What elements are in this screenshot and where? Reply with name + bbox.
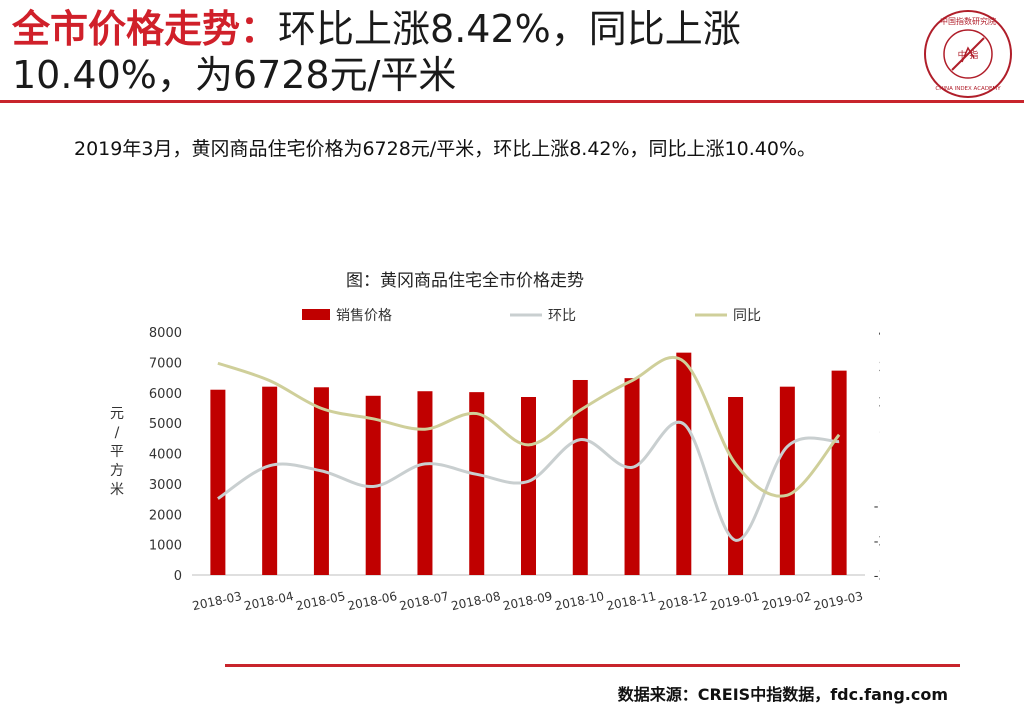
y-right-tick-label: 10: [878, 430, 880, 445]
title-divider: [0, 100, 1024, 103]
y-axis-title-char: 方: [110, 463, 124, 479]
price-bar: [831, 370, 847, 575]
logo-center-chars: 中 指: [958, 49, 979, 61]
y-right-tick-label: -30: [874, 569, 880, 584]
y-tick-label: 7000: [149, 356, 182, 371]
y-tick-label: 5000: [149, 417, 182, 432]
legend-swatch-price: [302, 309, 330, 320]
x-tick-label: 2019-02: [761, 589, 813, 613]
summary-text: 2019年3月，黄冈商品住宅价格为6728元/平米，环比上涨8.42%，同比上涨…: [74, 138, 817, 160]
price-bar: [210, 389, 226, 575]
data-source: 数据来源：CREIS中指数据，fdc.fang.com: [617, 685, 948, 704]
y-tick-label: 1000: [149, 539, 182, 554]
price-bar: [262, 386, 278, 575]
x-tick-label: 2018-06: [346, 589, 398, 613]
y-tick-label: 3000: [149, 478, 182, 493]
price-bar: [521, 397, 536, 575]
y-right-tick-label: 20: [878, 395, 880, 410]
price-bar: [779, 386, 795, 575]
logo-text-top: 中国指数研究院: [940, 16, 996, 26]
legend-label: 同比: [733, 308, 761, 324]
y-right-tick-label: 40: [878, 326, 880, 341]
y-axis-title-char: 平: [110, 444, 124, 460]
legend-label: 销售价格: [336, 308, 392, 324]
x-tick-label: 2019-01: [709, 589, 761, 613]
x-tick-label: 2018-08: [450, 589, 502, 613]
price-bar: [728, 397, 744, 575]
china-index-academy-logo: 中国指数研究院 CHINA INDEX ACADEMY 中 指: [924, 10, 1012, 98]
mom-line: [217, 420, 840, 542]
x-tick-label: 2018-09: [502, 589, 554, 613]
y-right-tick-label: -10: [874, 500, 880, 515]
price-bar: [417, 391, 433, 575]
x-tick-label: 2018-12: [657, 589, 709, 613]
axis-labels: 0 1000 2000 3000 4000 5000 6000 7000 8000 -30 -20 -…: [110, 326, 880, 613]
y-tick-label: 8000: [149, 326, 182, 341]
chart-title: 图：黄冈商品住宅全市价格走势: [346, 271, 584, 291]
footer-divider: [225, 664, 960, 667]
y-tick-label: 6000: [149, 387, 182, 402]
x-tick-label: 2019-03: [812, 589, 864, 613]
y-axis-title-char: 米: [110, 482, 124, 498]
y-tick-label: 4000: [149, 448, 182, 463]
price-bar: [469, 392, 485, 575]
chart-legend: 销售价格 环比 同比: [302, 308, 761, 324]
x-tick-label: 2018-11: [605, 589, 657, 613]
price-bar: [572, 379, 588, 575]
logo-text-bottom: CHINA INDEX ACADEMY: [935, 86, 1001, 92]
price-bar: [676, 352, 692, 575]
y-tick-label: 2000: [149, 508, 182, 523]
title-highlight: 全市价格走势：: [12, 7, 279, 51]
price-trend-chart: 图：黄冈商品住宅全市价格走势 销售价格 环比 同比 0 1000 2000 3000 400…: [110, 271, 880, 613]
title-rest: 环比上涨8.42%，同比上涨10.40%，为6728元/平米: [12, 7, 741, 97]
bar-series: [210, 352, 847, 575]
y-right-tick-label: -20: [874, 534, 880, 549]
price-bar: [624, 378, 640, 575]
slide-title: 全市价格走势：环比上涨8.42%，同比上涨10.40%，为6728元/平米: [12, 6, 912, 98]
y-axis-title-char: /: [115, 425, 120, 441]
y-axis-title: 元 / 平方米: [110, 406, 124, 498]
y-right-tick-label: 30: [878, 361, 880, 376]
x-tick-label: 2018-03: [191, 589, 243, 613]
x-tick-label: 2018-04: [243, 589, 295, 613]
legend-label: 环比: [548, 308, 576, 324]
x-tick-label: 2018-07: [398, 589, 450, 613]
line-series: [217, 355, 841, 542]
x-tick-label: 2018-05: [295, 589, 347, 613]
y-tick-label: 0: [174, 569, 182, 584]
price-bar: [313, 387, 329, 575]
y-axis-title-char: 元: [110, 406, 124, 422]
x-tick-label: 2018-10: [553, 589, 605, 613]
yoy-line: [217, 355, 841, 498]
